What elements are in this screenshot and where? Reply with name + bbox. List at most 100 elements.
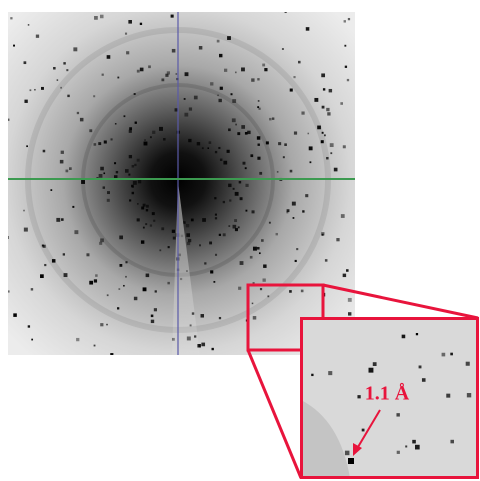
spot	[235, 72, 237, 74]
spot	[188, 239, 191, 242]
spot	[357, 269, 359, 271]
spot	[217, 95, 219, 97]
spot	[219, 317, 221, 319]
spot	[81, 180, 85, 184]
spot	[326, 108, 329, 111]
spot	[184, 98, 186, 100]
spot	[233, 188, 235, 190]
spot	[340, 102, 343, 105]
spot	[129, 199, 131, 201]
spot	[28, 325, 30, 327]
spot	[151, 1, 154, 4]
spot	[283, 156, 285, 158]
spot	[232, 118, 236, 122]
spot	[412, 440, 416, 444]
spot	[153, 220, 155, 222]
spot	[223, 161, 227, 165]
spot	[143, 287, 147, 291]
spot	[240, 197, 243, 200]
spot	[238, 226, 240, 228]
page: 1.1 Å (() => { const data = JSON.parse(d…	[0, 0, 480, 481]
spot	[99, 242, 102, 245]
spot	[306, 28, 309, 31]
spot	[227, 150, 230, 153]
spot	[396, 413, 399, 416]
spot	[146, 376, 148, 378]
spot	[347, 79, 349, 81]
spot	[102, 74, 104, 76]
spot	[295, 260, 297, 262]
spot	[245, 167, 247, 169]
spot	[345, 451, 350, 456]
spot	[376, 102, 379, 105]
spot	[42, 245, 44, 247]
spot	[77, 112, 79, 114]
spot	[167, 71, 170, 74]
spot	[34, 89, 36, 91]
spot	[172, 365, 175, 368]
spot	[406, 154, 410, 158]
spot	[188, 139, 191, 142]
spot	[213, 281, 215, 283]
spot	[64, 273, 68, 277]
spot	[184, 113, 188, 117]
spot	[442, 353, 446, 357]
spot	[330, 143, 334, 147]
spot	[159, 127, 163, 131]
spot	[450, 440, 454, 444]
spot	[73, 47, 77, 51]
spot	[43, 150, 46, 153]
spot	[308, 0, 312, 4]
spot	[293, 76, 295, 78]
spot	[163, 412, 165, 414]
spot	[99, 174, 103, 178]
spot	[63, 253, 65, 255]
spot	[140, 68, 144, 72]
spot	[328, 371, 332, 375]
spot	[228, 225, 230, 227]
spot	[98, 142, 101, 145]
spot	[258, 144, 260, 146]
spot	[72, 206, 74, 208]
spot	[346, 269, 349, 272]
spot	[252, 303, 254, 305]
spot	[50, 189, 52, 191]
spot	[151, 315, 154, 318]
spot	[257, 136, 260, 139]
spot	[209, 141, 212, 144]
spot	[344, 45, 346, 47]
spot	[348, 458, 354, 464]
spot	[415, 445, 420, 450]
spot	[220, 159, 222, 161]
spot	[263, 278, 266, 281]
spot	[186, 233, 190, 237]
spot	[110, 353, 113, 356]
spot	[117, 77, 119, 79]
spot	[358, 221, 361, 224]
spot	[40, 274, 44, 278]
spot	[302, 210, 304, 212]
spot	[466, 362, 470, 366]
spot	[0, 39, 1, 43]
spot	[152, 212, 155, 215]
spot	[176, 73, 178, 75]
spot	[258, 100, 260, 102]
spot	[247, 131, 250, 134]
spot	[171, 15, 174, 18]
spot	[361, 274, 363, 276]
spot	[86, 253, 89, 256]
spot	[404, 224, 406, 226]
spot	[322, 132, 324, 134]
spot	[321, 140, 324, 143]
spot	[348, 18, 350, 20]
spot	[416, 333, 418, 335]
spot	[301, 111, 304, 114]
spot	[146, 205, 149, 208]
spot	[185, 383, 188, 386]
spot	[308, 133, 310, 135]
spot	[290, 89, 293, 92]
spot	[133, 181, 137, 185]
spot	[201, 314, 204, 317]
spot	[371, 251, 373, 253]
spot	[82, 357, 84, 359]
